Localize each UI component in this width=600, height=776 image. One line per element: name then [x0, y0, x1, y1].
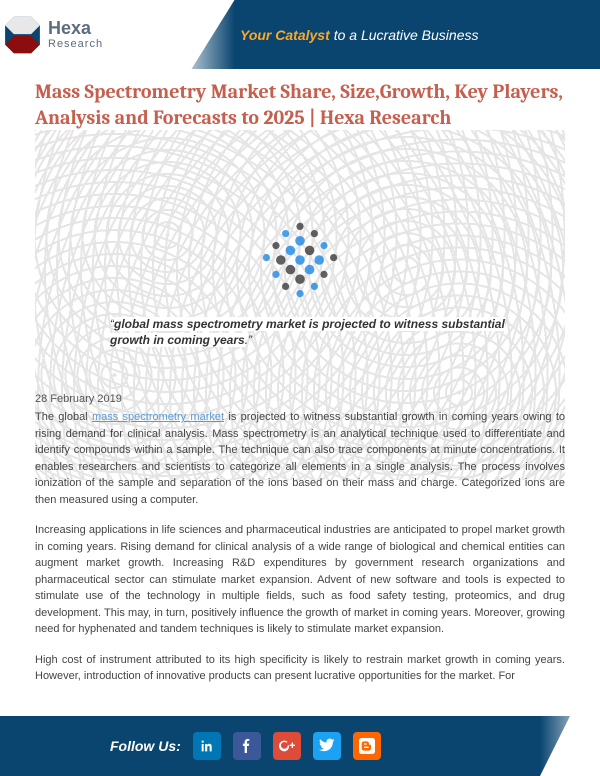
intro-prefix: The global: [35, 411, 92, 423]
quote-text: global mass spectrometry market is proje…: [110, 317, 505, 347]
google-plus-icon[interactable]: [273, 732, 301, 760]
twitter-icon[interactable]: [313, 732, 341, 760]
banner-catalyst-text: Your Catalyst: [240, 27, 330, 43]
market-link[interactable]: mass spectrometry market: [92, 411, 224, 423]
blogger-icon[interactable]: [353, 732, 381, 760]
banner-rest-text: to a Lucrative Business: [334, 27, 479, 43]
intro-paragraph: The global mass spectrometry market is p…: [35, 409, 565, 508]
linkedin-icon[interactable]: [193, 732, 221, 760]
follow-label: Follow Us:: [110, 738, 181, 754]
logo-brand-text: Hexa: [48, 19, 103, 39]
page-title: Mass Spectrometry Market Share, Size,Gro…: [35, 79, 565, 131]
logo: Hexa Research: [5, 15, 103, 55]
quote-end: .”: [245, 333, 252, 347]
paragraph-2: Increasing applications in life sciences…: [35, 522, 565, 638]
intro-rest: is projected to witness substantial grow…: [35, 411, 565, 506]
paragraph-3: High cost of instrument attributed to it…: [35, 652, 565, 685]
globe-icon: [240, 200, 360, 320]
header-banner: Your Catalyst to a Lucrative Business: [170, 0, 600, 69]
logo-sub-text: Research: [48, 38, 103, 50]
page-header: Hexa Research Your Catalyst to a Lucrati…: [0, 0, 600, 69]
publish-date: 28 February 2019: [35, 393, 565, 405]
hexagon-logo-icon: [5, 15, 40, 55]
facebook-icon[interactable]: [233, 732, 261, 760]
page-footer: Follow Us:: [0, 716, 600, 776]
quote-block: “global mass spectrometry market is proj…: [110, 317, 515, 348]
